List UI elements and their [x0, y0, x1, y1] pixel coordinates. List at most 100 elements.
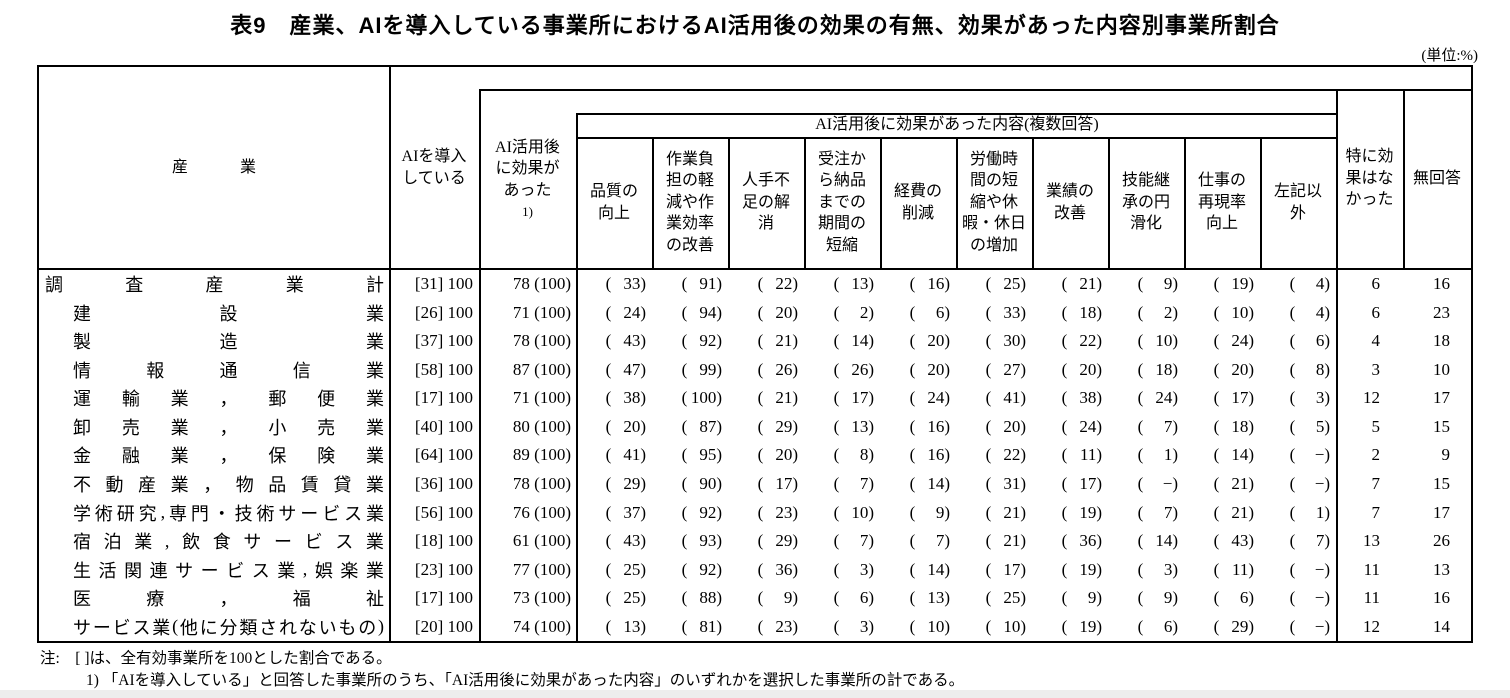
effect-content-value: (41) [985, 388, 1026, 408]
effect-content-value: (25) [605, 559, 646, 579]
effect-content-value: (8) [1289, 359, 1330, 379]
no-effect-value: 12 [1363, 388, 1380, 408]
effect-content-value: (5) [1289, 416, 1330, 436]
effect-content-value: (16) [909, 416, 950, 436]
effect-content-value: (21) [757, 331, 798, 351]
effect-content-value: (6) [909, 302, 950, 322]
effect-content-value: (9) [1137, 274, 1178, 294]
header-ai-introduced: AIを導入 している [389, 67, 479, 268]
effect-content-value: (26) [757, 359, 798, 379]
effect-column-header: 受注か ら納品 までの 期間の 短縮 [817, 150, 866, 254]
industry-label: 建設業 [73, 303, 384, 324]
no-answer-value: 15 [1433, 416, 1450, 436]
no-effect-value: 7 [1371, 473, 1381, 493]
effect-content-value: (6) [1213, 588, 1254, 608]
no-answer-value: 13 [1433, 559, 1450, 579]
effect-content-value: (91) [681, 274, 722, 294]
effect-content-value: (33) [985, 302, 1026, 322]
gridline [1032, 137, 1034, 270]
effect-content-value: (43) [605, 531, 646, 551]
effect-content-value: (30) [985, 331, 1026, 351]
effect-content-value: (3) [1137, 559, 1178, 579]
effect-content-value: (24) [1213, 331, 1254, 351]
effect-column-header: 人手不 足の解 消 [741, 172, 790, 233]
header-effect-after: AI活用後 に効果が あった 1) [479, 89, 576, 268]
gridline [389, 67, 391, 641]
no-effect-value: 6 [1371, 302, 1381, 322]
effect-content-value: (81) [681, 616, 722, 636]
effect-content-value: (−) [1289, 616, 1330, 636]
ai-introduced-value: [17] 100 [414, 388, 473, 408]
industry-label: 学術研究, 専門・技術サービス業 [73, 502, 384, 524]
effect-content-value: (92) [681, 331, 722, 351]
industry-label: 運輸業，郵便業 [73, 389, 384, 410]
effect-content-value: (41) [605, 445, 646, 465]
effect-content-value: (90) [681, 473, 722, 493]
effect-content-value: (7) [1137, 502, 1178, 522]
effect-column-header: 左記以 外 [1273, 183, 1322, 222]
effect-content-value: (13) [833, 416, 874, 436]
effect-content-value: (8) [833, 445, 874, 465]
no-effect-value: 3 [1371, 359, 1381, 379]
effect-content-value: (21) [1061, 274, 1102, 294]
effect-content-value: (92) [681, 559, 722, 579]
no-answer-value: 18 [1433, 331, 1450, 351]
table-row: 宿泊業, 飲食サービス業 [18] 100 61 (100) (43) (93) (29) (… [39, 527, 1471, 556]
header-no-effect: 特に効 果はな かった [1336, 89, 1403, 268]
gridline [880, 137, 882, 270]
effect-content-value: (2) [833, 302, 874, 322]
effect-content-value: (37) [605, 502, 646, 522]
effect-content-value: (9) [1137, 588, 1178, 608]
gridline [1403, 89, 1405, 270]
industry-label: 調査産業計 [45, 275, 384, 296]
no-answer-value: 9 [1441, 445, 1451, 465]
no-answer-value: 16 [1433, 588, 1450, 608]
effect-content-value: (20) [909, 331, 950, 351]
no-effect-value: 12 [1363, 616, 1380, 636]
no-answer-value: 23 [1433, 302, 1450, 322]
ai-introduced-value: [20] 100 [414, 616, 473, 636]
effect-content-value: (2) [1137, 302, 1178, 322]
effect-content-value: (19) [1213, 274, 1254, 294]
ai-introduced-value: [23] 100 [414, 559, 473, 579]
effect-column-header: 作業負 担の軽 減や作 業効率 の改善 [665, 150, 714, 254]
gridline [576, 137, 1338, 139]
effect-content-value: (20) [605, 416, 646, 436]
effect-content-value: (10) [909, 616, 950, 636]
effect-content-value: (43) [605, 331, 646, 351]
effect-content-value: (7) [1137, 416, 1178, 436]
effect-after-value: 76 (100) [512, 502, 571, 522]
effect-after-value: 73 (100) [512, 588, 571, 608]
ai-introduced-value: [31] 100 [414, 274, 473, 294]
effect-content-value: (25) [985, 274, 1026, 294]
effect-content-value: (25) [605, 588, 646, 608]
footnotes: 注: [ ]は、全有効事業所を100とした割合である。 1) 「AIを導入してい… [40, 648, 964, 693]
effect-content-value: (10) [985, 616, 1026, 636]
effect-content-value: (7) [833, 473, 874, 493]
gridline [1336, 89, 1338, 641]
effect-content-value: (92) [681, 502, 722, 522]
effect-content-value: (10) [1213, 302, 1254, 322]
effect-content-value: (99) [681, 359, 722, 379]
industry-label: 製造業 [73, 332, 384, 353]
effect-content-value: (13) [833, 274, 874, 294]
effect-content-value: (9) [909, 502, 950, 522]
no-effect-value: 13 [1363, 531, 1380, 551]
effect-column-header: 仕事の 再現率 向上 [1197, 172, 1246, 233]
effect-content-value: (7) [833, 531, 874, 551]
effect-content-value: (22) [1061, 331, 1102, 351]
no-effect-value: 7 [1371, 502, 1381, 522]
ai-introduced-value: [17] 100 [414, 588, 473, 608]
no-effect-value: 2 [1371, 445, 1381, 465]
table-row: 金融業，保険業 [64] 100 89 (100) (41) (95) (20) (8) (1… [39, 441, 1471, 470]
header-industry: 産 業 [39, 67, 389, 268]
gridline [479, 89, 481, 641]
table-row: 生活関連サービス業, 娯楽業 [23] 100 77 (100) (25) (92) (36… [39, 555, 1471, 584]
no-answer-value: 16 [1433, 274, 1450, 294]
effect-content-value: (26) [833, 359, 874, 379]
effect-after-value: 61 (100) [512, 531, 571, 551]
effect-content-value: (9) [1061, 588, 1102, 608]
effect-content-value: (−) [1289, 559, 1330, 579]
effect-content-value: (1) [1137, 445, 1178, 465]
